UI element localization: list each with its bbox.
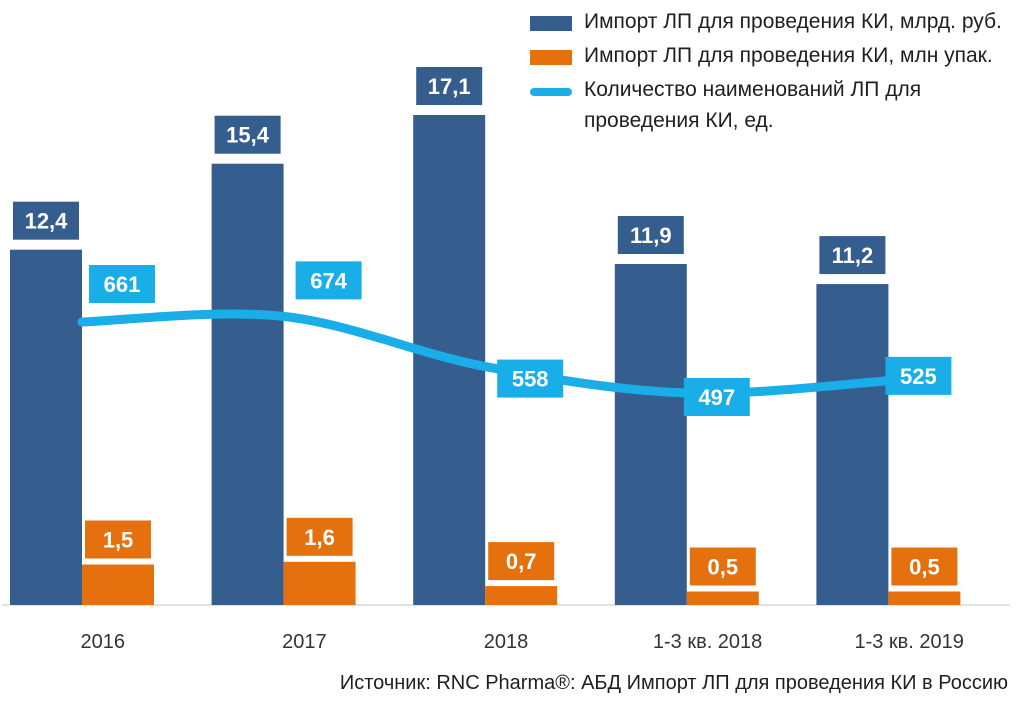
bar-rub <box>10 249 82 606</box>
bar-packs <box>82 564 154 605</box>
data-label-packs-box <box>488 542 555 581</box>
data-label-names: 558 <box>512 367 549 392</box>
data-label-rub: 17,1 <box>428 74 471 99</box>
data-label-packs-box <box>891 547 958 586</box>
legend-swatch-rub <box>530 16 572 31</box>
bar-packs <box>888 591 961 605</box>
data-label-rub: 11,2 <box>832 243 874 268</box>
data-label-names-box <box>497 359 564 398</box>
data-label-packs: 0,5 <box>708 555 739 580</box>
x-tick-label: 2017 <box>282 631 327 653</box>
data-label-packs: 0,7 <box>506 549 537 574</box>
legend-swatch-names <box>530 88 572 96</box>
data-label-packs: 1,5 <box>103 528 134 553</box>
data-label-names-box <box>89 265 155 303</box>
legend-swatch-packs <box>530 50 572 65</box>
data-label-rub-box <box>819 236 886 275</box>
data-label-rub-box <box>13 201 79 240</box>
data-label-rub: 12,4 <box>25 209 69 234</box>
data-label-names: 497 <box>698 385 735 410</box>
legend-item-rub: Импорт ЛП для проведения КИ, млрд. руб. <box>530 6 1010 37</box>
legend: Импорт ЛП для проведения КИ, млрд. руб. … <box>530 6 1010 139</box>
data-label-names: 661 <box>104 272 141 297</box>
data-label-packs-box <box>286 517 353 556</box>
data-label-names-box <box>683 378 750 416</box>
data-label-names: 525 <box>900 364 937 389</box>
data-label-names-box <box>295 261 362 300</box>
x-tick-label: 1-3 кв. 2018 <box>653 631 762 653</box>
data-label-packs: 0,5 <box>909 555 940 580</box>
legend-label-names: Количество наименований ЛП для проведени… <box>584 78 922 132</box>
data-label-rub-box <box>617 216 684 255</box>
legend-label-rub: Импорт ЛП для проведения КИ, млрд. руб. <box>584 10 1002 33</box>
x-tick-label: 1-3 кв. 2019 <box>854 631 963 653</box>
series-line-names <box>77 309 893 398</box>
data-label-rub-box <box>214 115 281 154</box>
data-label-rub-box <box>416 67 483 105</box>
data-label-packs-box <box>689 547 756 586</box>
bar-rub <box>614 264 687 605</box>
bar-rub <box>211 163 284 606</box>
bar-rub <box>816 284 889 605</box>
x-tick-label: 2018 <box>484 631 529 653</box>
data-label-packs-box <box>85 520 151 559</box>
bar-packs <box>686 591 759 605</box>
legend-item-packs: Импорт ЛП для проведения КИ, млн упак. <box>530 40 1010 71</box>
bar-packs <box>283 561 356 605</box>
data-label-names: 674 <box>310 268 347 293</box>
legend-label-packs: Импорт ЛП для проведения КИ, млн упак. <box>584 44 993 67</box>
source-note: Источник: RNC Pharma®: АБД Импорт ЛП для… <box>339 672 1008 694</box>
legend-item-names: Количество наименований ЛП для проведени… <box>530 74 1010 136</box>
data-label-rub: 11,9 <box>630 223 672 248</box>
x-tick-label: 2016 <box>81 631 126 653</box>
data-label-rub: 15,4 <box>226 123 270 148</box>
data-label-packs: 1,6 <box>304 525 335 550</box>
data-label-names-box <box>885 356 952 395</box>
bar-packs <box>485 586 558 605</box>
